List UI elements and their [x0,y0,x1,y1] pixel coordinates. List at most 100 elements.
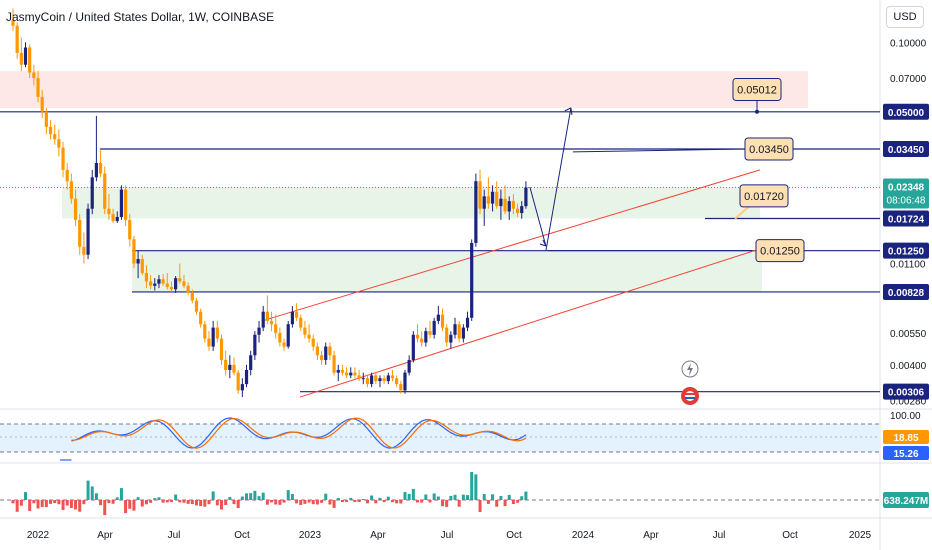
candle-body [123,189,128,220]
candle-body [119,189,124,217]
volume-bar [311,500,315,505]
volume-bar [253,490,257,500]
countdown-text: 08:06:48 [887,196,926,207]
candle-body [111,214,115,222]
candle-body [482,196,486,209]
volume-bar [78,500,82,512]
candle-body [294,311,299,318]
candle-body [399,384,403,391]
candle-body [153,283,157,286]
volume-bar [415,500,419,503]
candle-body [174,278,178,290]
candle-body [453,324,457,335]
volume-bar [336,497,340,500]
volume-bar [295,500,299,504]
price-level-badge [883,283,929,300]
volume-bar [449,495,453,500]
volume-bar [128,500,132,509]
volume-bar [491,494,495,500]
candle-body [178,278,182,282]
volume-bar [61,500,65,510]
volume-bar [278,500,282,505]
channel-lower-line [299,240,786,398]
current-price-text: 0.02348 [888,183,925,194]
volume-value: 638.247M [884,496,928,507]
candle-body [90,177,94,209]
candle-body [169,286,174,290]
candle-body [269,320,274,325]
candle-body [182,281,186,286]
volume-bar [365,500,369,504]
volume-bar [140,500,144,507]
candle-body [149,281,153,286]
volume-bar [436,496,440,500]
volume-bar [153,498,157,500]
price-level-badge [883,242,929,259]
volume-bar [453,494,457,500]
time-tick: 2025 [849,530,872,541]
volume-bar [303,500,307,504]
candle-body [520,206,524,214]
target-label-box [732,77,782,101]
price-level-badge [883,140,929,157]
candle-body [365,378,370,385]
volume-bar [265,500,269,505]
volume-bar [445,500,449,507]
candle-body [328,346,332,356]
volume-bar [32,500,36,504]
stoch-d-value: 18.85 [893,433,918,444]
volume-bar [420,500,424,503]
candle-body [115,216,119,222]
volume-bar [44,500,48,508]
time-tick: Apr [643,530,659,541]
time-tick: Jul [168,530,181,541]
candles [11,8,528,398]
projection-arrows [529,89,759,252]
candle-body [265,311,269,321]
candle-body [461,327,465,339]
volume-bar [69,500,73,508]
price-level-badge-text: 0.03450 [888,145,925,156]
volume-bar [482,494,486,500]
price-tick: 0.07000 [890,74,927,85]
time-tick: Oct [506,530,522,541]
volume-bar [249,493,253,500]
candle-body [107,208,111,215]
stoch-k-badge [883,446,929,460]
candle-body [286,324,290,347]
time-tick: 2024 [572,530,595,541]
volume-bar [378,497,382,500]
candle-body [332,355,336,373]
candle-body [40,96,44,112]
volume-bar [24,492,28,500]
volume-bar [132,500,136,511]
volume-bar [28,500,32,511]
event-icons[interactable] [681,360,699,405]
volume-bar [90,486,94,500]
volume-bar [395,500,399,504]
volume-bar [232,500,236,505]
candle-body [186,285,190,293]
candle-body [140,259,144,274]
price-tick: 0.00550 [890,329,927,340]
volume-bar [441,500,445,507]
us-flag-icon-inner [685,391,695,401]
volume-bar [261,492,265,500]
candle-body [386,375,390,382]
time-tick: Apr [370,530,386,541]
candle-body [307,334,311,339]
us-flag-icon-stripe [685,397,695,399]
candle-body [94,162,98,178]
candle-body [507,201,511,212]
support-zone-lower [132,250,762,292]
volume-bar [224,500,228,506]
stochastic-pane: 100.00 18.85 15.26 [0,411,929,461]
candle-body [303,327,307,335]
currency-button[interactable]: USD [886,6,924,28]
candle-body [511,201,515,209]
candle-body [524,187,528,207]
price-level-badge [883,210,929,227]
zones [0,71,808,292]
volume-bar [99,500,103,506]
